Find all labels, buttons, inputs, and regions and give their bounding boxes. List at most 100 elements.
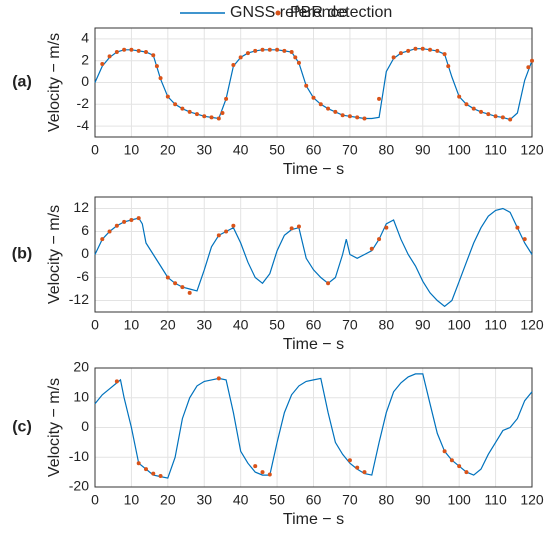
y-tick-label: 20: [73, 359, 89, 375]
detection-dot: [245, 51, 250, 56]
detection-dot: [326, 106, 331, 111]
x-tick-label: 0: [91, 492, 99, 508]
detection-dot: [129, 218, 134, 222]
y-tick-label: 0: [81, 418, 89, 434]
detection-dot: [355, 115, 360, 120]
detection-dot: [464, 102, 469, 107]
detection-dot: [114, 49, 119, 54]
detection-dot: [238, 55, 243, 60]
detection-dot: [530, 58, 534, 63]
y-tick-label: 4: [81, 30, 89, 46]
detection-dot: [347, 458, 352, 463]
detection-dot: [398, 51, 403, 56]
x-tick-label: 60: [306, 142, 322, 158]
x-axis-label: Time − s: [283, 511, 344, 528]
detection-dot: [129, 47, 134, 52]
detection-dot: [493, 114, 498, 119]
detection-dot: [457, 464, 462, 469]
detection-dot: [267, 472, 272, 477]
detection-dot: [122, 219, 127, 224]
x-tick-label: 20: [160, 142, 176, 158]
detection-dot: [143, 467, 148, 472]
panel-label: (b): [12, 246, 32, 263]
detection-dot: [333, 109, 338, 114]
detection-dot: [296, 60, 301, 65]
detection-dot: [311, 95, 316, 100]
y-axis-label: Velocity − m/s: [46, 33, 63, 132]
detection-dot: [194, 112, 199, 117]
detection-dot: [289, 226, 294, 231]
detection-dot: [526, 65, 531, 70]
detection-dot: [216, 376, 221, 381]
y-axis-label: Velocity − m/s: [46, 378, 63, 477]
detection-dot: [107, 54, 112, 59]
detection-dot: [187, 109, 192, 114]
x-tick-label: 0: [91, 142, 99, 158]
detection-dot: [114, 223, 119, 228]
detection-dot: [369, 246, 374, 251]
x-tick-label: 20: [160, 317, 176, 333]
x-tick-label: 110: [484, 317, 507, 333]
detection-dot: [180, 106, 185, 111]
y-tick-label: 10: [73, 388, 89, 404]
x-axis-label: Time − s: [283, 336, 344, 353]
y-tick-label: -6: [77, 268, 90, 284]
x-tick-label: 10: [124, 317, 140, 333]
y-tick-label: -12: [69, 291, 89, 307]
detection-dot: [136, 216, 141, 221]
legend-label: PBR detection: [290, 4, 392, 21]
detection-dot: [289, 49, 294, 54]
detection-dot: [143, 49, 148, 54]
detection-dot: [260, 470, 265, 475]
y-axis-label: Velocity − m/s: [46, 205, 63, 304]
x-tick-label: 80: [379, 317, 395, 333]
x-tick-label: 40: [233, 317, 249, 333]
detection-dot: [340, 113, 345, 118]
detection-dot: [187, 290, 192, 295]
detection-dot: [231, 63, 236, 68]
x-tick-label: 40: [233, 492, 249, 508]
x-tick-label: 40: [233, 142, 249, 158]
y-tick-label: -4: [77, 117, 90, 133]
x-tick-label: 10: [124, 492, 140, 508]
legend-label: GNSS reference: [230, 4, 347, 21]
detection-dot: [216, 116, 221, 121]
detection-dot: [391, 55, 396, 60]
detection-dot: [304, 83, 309, 88]
detection-dot: [267, 47, 272, 52]
detection-dot: [158, 473, 163, 478]
detection-dot: [154, 64, 159, 69]
detection-dot: [293, 55, 298, 60]
detection-dot: [100, 61, 105, 66]
x-tick-label: 100: [447, 317, 471, 333]
detection-dot: [362, 470, 367, 475]
x-tick-label: 70: [342, 142, 358, 158]
detection-dot: [136, 461, 141, 466]
detection-dot: [165, 275, 170, 280]
detection-dot: [406, 48, 411, 53]
detection-dot: [180, 285, 185, 290]
detection-dot: [318, 102, 323, 107]
detection-dot: [224, 96, 229, 101]
detection-dot: [384, 225, 389, 230]
detection-dot: [435, 48, 440, 53]
detection-dot: [173, 102, 178, 107]
x-tick-label: 100: [447, 142, 471, 158]
x-tick-label: 50: [269, 492, 285, 508]
detection-dot: [220, 111, 225, 116]
x-tick-label: 80: [379, 492, 395, 508]
detection-dot: [500, 115, 505, 120]
detection-dot: [114, 379, 119, 384]
detection-dot: [224, 229, 229, 234]
x-tick-label: 30: [196, 492, 212, 508]
panel-label: (a): [12, 74, 32, 91]
detection-dot: [413, 46, 418, 51]
detection-dot: [107, 229, 112, 234]
detection-dot: [486, 112, 491, 117]
detection-dot: [347, 114, 352, 119]
detection-dot: [151, 471, 156, 476]
detection-dot: [253, 48, 258, 53]
detection-dot: [216, 233, 221, 238]
detection-dot: [362, 116, 367, 121]
